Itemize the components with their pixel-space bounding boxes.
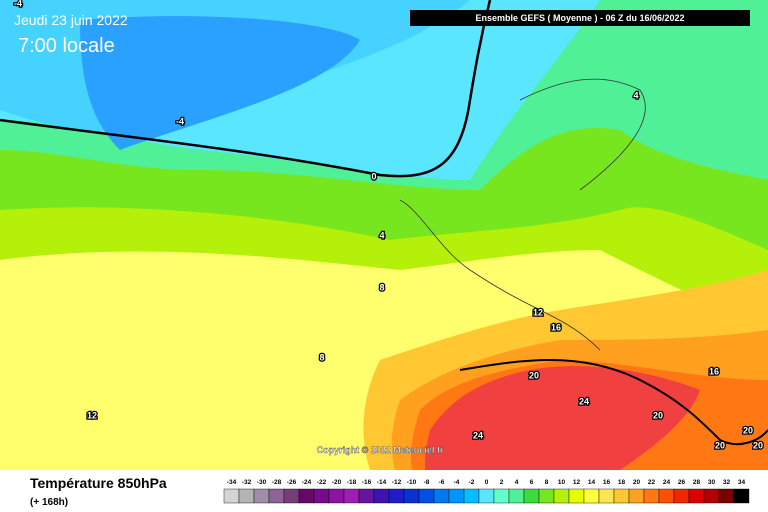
legend-label: 18: [618, 479, 626, 486]
contour-label: 24: [473, 430, 483, 440]
legend-swatch: [283, 488, 300, 504]
legend-swatch: [493, 488, 510, 504]
legend-swatch: [223, 488, 240, 504]
legend-label: 14: [588, 479, 596, 486]
copyright: Copyright © 2022 Meteociel.fr: [317, 445, 444, 455]
legend-swatch: [463, 488, 480, 504]
date: Jeudi 23 juin 2022: [14, 12, 128, 28]
contour-label: 8: [319, 352, 324, 362]
legend-label: 8: [545, 479, 549, 486]
legend-label: -12: [392, 479, 402, 486]
contour-label: 12: [533, 307, 543, 317]
legend-label: -34: [227, 479, 237, 486]
contour-label: 20: [753, 440, 763, 450]
legend-swatch: [523, 488, 540, 504]
legend-swatch: [568, 488, 585, 504]
contour-label: -4: [176, 116, 184, 126]
legend-swatch: [538, 488, 555, 504]
contour-label: 4: [633, 90, 638, 100]
color-legend: -34 -32 -30 -28 -26 -24 -22 -20 -18 -16 -14 -12 -10-…: [223, 479, 750, 504]
contour-label: -4: [14, 0, 22, 8]
legend-label: -18: [347, 479, 357, 486]
legend-swatch: [238, 488, 255, 504]
footer-title: Température 850hPa: [30, 475, 167, 491]
legend-label: 24: [663, 479, 671, 486]
run-box: [410, 10, 750, 26]
legend-swatch: [643, 488, 660, 504]
legend-swatch: [343, 488, 360, 504]
legend-label: 16: [603, 479, 611, 486]
footer-lead: (+ 168h): [30, 497, 68, 508]
local-time: 7:00 locale: [18, 35, 115, 57]
legend-swatch: [508, 488, 525, 504]
run-info: Ensemble GEFS ( Moyenne ) - 06 Z du 16/0…: [475, 13, 684, 23]
legend-swatch: [658, 488, 675, 504]
legend-label: 4: [515, 479, 519, 486]
legend-label: -2: [469, 479, 475, 486]
contour-label: 20: [743, 425, 753, 435]
legend-label: -8: [424, 479, 430, 486]
legend-swatch: [613, 488, 630, 504]
legend-swatch: [733, 488, 750, 504]
legend-label: -10: [407, 479, 417, 486]
legend-swatch: [478, 488, 495, 504]
legend-label: -14: [377, 479, 387, 486]
legend-swatch: [718, 488, 735, 504]
legend-label: 12: [573, 479, 581, 486]
legend-label: 34: [738, 479, 746, 486]
legend-label: -26: [287, 479, 297, 486]
legend-swatch: [688, 488, 705, 504]
legend-label: -20: [332, 479, 342, 486]
contour-label: 20: [653, 410, 663, 420]
legend-swatch: [313, 488, 330, 504]
legend-swatch: [388, 488, 405, 504]
legend-swatch: [598, 488, 615, 504]
legend-swatch: [403, 488, 420, 504]
legend-label: 2: [500, 479, 504, 486]
contour-label: 16: [551, 322, 561, 332]
legend-label: 6: [530, 479, 534, 486]
legend-label: -16: [362, 479, 372, 486]
legend-swatch: [373, 488, 390, 504]
contour-label: 24: [579, 396, 589, 406]
legend-swatch: [583, 488, 600, 504]
legend-label: -32: [242, 479, 252, 486]
legend-swatch: [298, 488, 315, 504]
contour-label: 8: [379, 282, 384, 292]
legend-swatch: [448, 488, 465, 504]
legend-label: 20: [633, 479, 641, 486]
legend-label: -6: [439, 479, 445, 486]
legend-swatch: [628, 488, 645, 504]
legend-swatch: [418, 488, 435, 504]
legend-label: 32: [723, 479, 731, 486]
legend-label: -24: [302, 479, 312, 486]
legend-swatch: [328, 488, 345, 504]
legend-label: -4: [454, 479, 460, 486]
legend-swatch: [358, 488, 375, 504]
legend-label: 28: [693, 479, 701, 486]
contour-label: 12: [87, 410, 97, 420]
legend-label: 26: [678, 479, 686, 486]
legend-label: 22: [648, 479, 656, 486]
legend-swatch: [673, 488, 690, 504]
contour-label: 20: [715, 440, 725, 450]
legend-label: 10: [558, 479, 566, 486]
contour-label: 20: [529, 370, 539, 380]
contour-label: 4: [379, 230, 384, 240]
legend-label: -30: [257, 479, 267, 486]
legend-swatch: [268, 488, 285, 504]
contour-labels: -4 -4 0 4 4 8 8 12 12 16 16 20 24 20 24 …: [13, 0, 765, 452]
legend-swatch: [433, 488, 450, 504]
legend-swatch: [253, 488, 270, 504]
legend-swatch: [703, 488, 720, 504]
legend-label: 0: [485, 479, 489, 486]
contour-label: 16: [709, 366, 719, 376]
legend-swatch: [553, 488, 570, 504]
legend-label: 30: [708, 479, 716, 486]
legend-label: -22: [317, 479, 327, 486]
contour-label: 0: [371, 171, 376, 181]
legend-label: -28: [272, 479, 282, 486]
map-background: [0, 0, 768, 470]
